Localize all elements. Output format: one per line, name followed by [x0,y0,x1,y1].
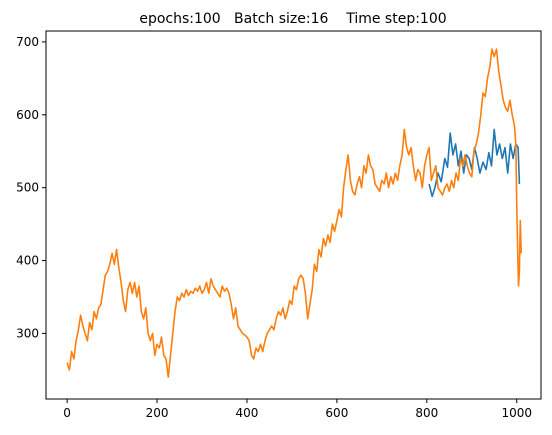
x-tick-label: 1000 [501,406,532,420]
plot-frame [45,30,542,400]
chart-title: epochs:100 Batch size:16 Time step:100 [139,11,446,27]
x-tick-label: 600 [325,406,348,420]
y-tick-label: 300 [16,326,39,340]
y-axis: 300 400 500 600 700 [16,35,46,340]
series-line-2 [66,48,522,378]
x-tick-label: 0 [63,406,71,420]
y-tick-label: 700 [16,35,39,49]
y-tick-label: 600 [16,108,39,122]
x-tick-label: 200 [146,406,169,420]
series-line-1 [428,128,521,198]
series-layer [66,48,522,378]
x-tick-label: 400 [236,406,259,420]
x-axis: 0 200 400 600 800 1000 [63,399,532,420]
y-tick-label: 500 [16,181,39,195]
x-tick-label: 800 [415,406,438,420]
y-tick-label: 400 [16,254,39,268]
